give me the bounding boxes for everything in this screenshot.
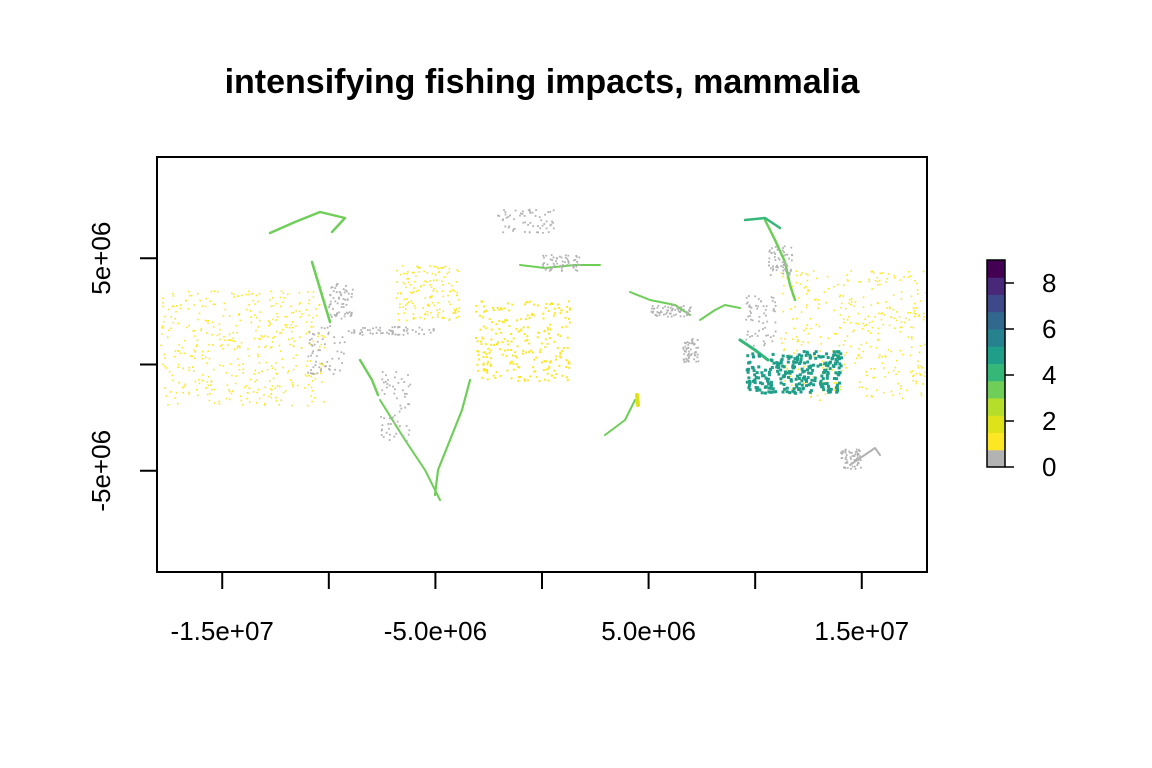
legend-tick-label: 4 bbox=[1042, 360, 1056, 390]
region-southeast-asia-indonesia bbox=[745, 350, 843, 395]
legend-swatch bbox=[987, 363, 1005, 382]
region-arabian-sea bbox=[699, 304, 741, 321]
region-brazil-argentina-coast bbox=[433, 378, 472, 497]
region-gulf-of-mexico-caribbean bbox=[475, 300, 571, 382]
legend-swatch bbox=[987, 415, 1005, 433]
legend-swatch bbox=[987, 294, 1005, 313]
x-tick-label: -1.5e+07 bbox=[171, 616, 274, 646]
legend-tick-label: 6 bbox=[1042, 314, 1056, 344]
region-alaska-aleutians bbox=[268, 210, 347, 235]
region-north-atlantic bbox=[395, 265, 461, 322]
raster-map bbox=[160, 208, 927, 501]
x-axis: -1.5e+07 -5.0e+06 5.0e+06 1.5e+07 bbox=[171, 572, 909, 646]
region-bay-of-bengal bbox=[738, 338, 770, 362]
region-kamchatka-okhotsk bbox=[743, 216, 782, 230]
region-mediterranean bbox=[629, 291, 691, 316]
legend-tick-label: 2 bbox=[1042, 406, 1056, 436]
legend-frame bbox=[986, 259, 1006, 468]
region-california-current bbox=[310, 260, 332, 324]
color-legend: 0 2 4 6 8 bbox=[986, 259, 1056, 482]
y-tick-label: -5e+06 bbox=[86, 430, 116, 512]
x-tick-label: -5.0e+06 bbox=[384, 616, 487, 646]
x-tick-label: 5.0e+06 bbox=[601, 616, 696, 646]
y-axis: -5e+06 5e+06 bbox=[86, 222, 157, 512]
region-zero-values bbox=[307, 208, 862, 470]
region-pacific-ocean bbox=[160, 290, 326, 407]
region-southern-africa bbox=[604, 399, 636, 436]
legend-swatch bbox=[987, 449, 1005, 468]
legend-swatch bbox=[987, 260, 1005, 278]
legend-swatch bbox=[987, 346, 1005, 364]
x-tick-label: 1.5e+07 bbox=[814, 616, 909, 646]
legend-tick-label: 0 bbox=[1042, 452, 1056, 482]
region-central-america-pacific bbox=[358, 358, 380, 397]
region-peru-chile-coast bbox=[379, 399, 441, 501]
legend-swatch bbox=[987, 277, 1005, 295]
legend-swatch bbox=[987, 380, 1005, 399]
legend-tick-label: 8 bbox=[1042, 268, 1056, 298]
legend-swatch bbox=[987, 329, 1005, 347]
legend-swatch bbox=[987, 432, 1005, 451]
y-tick-label: 5e+06 bbox=[86, 222, 116, 295]
legend-swatch bbox=[987, 398, 1005, 416]
region-madagascar bbox=[635, 393, 640, 407]
chart-title: intensifying fishing impacts, mammalia bbox=[225, 63, 861, 101]
legend-swatch bbox=[987, 311, 1005, 330]
